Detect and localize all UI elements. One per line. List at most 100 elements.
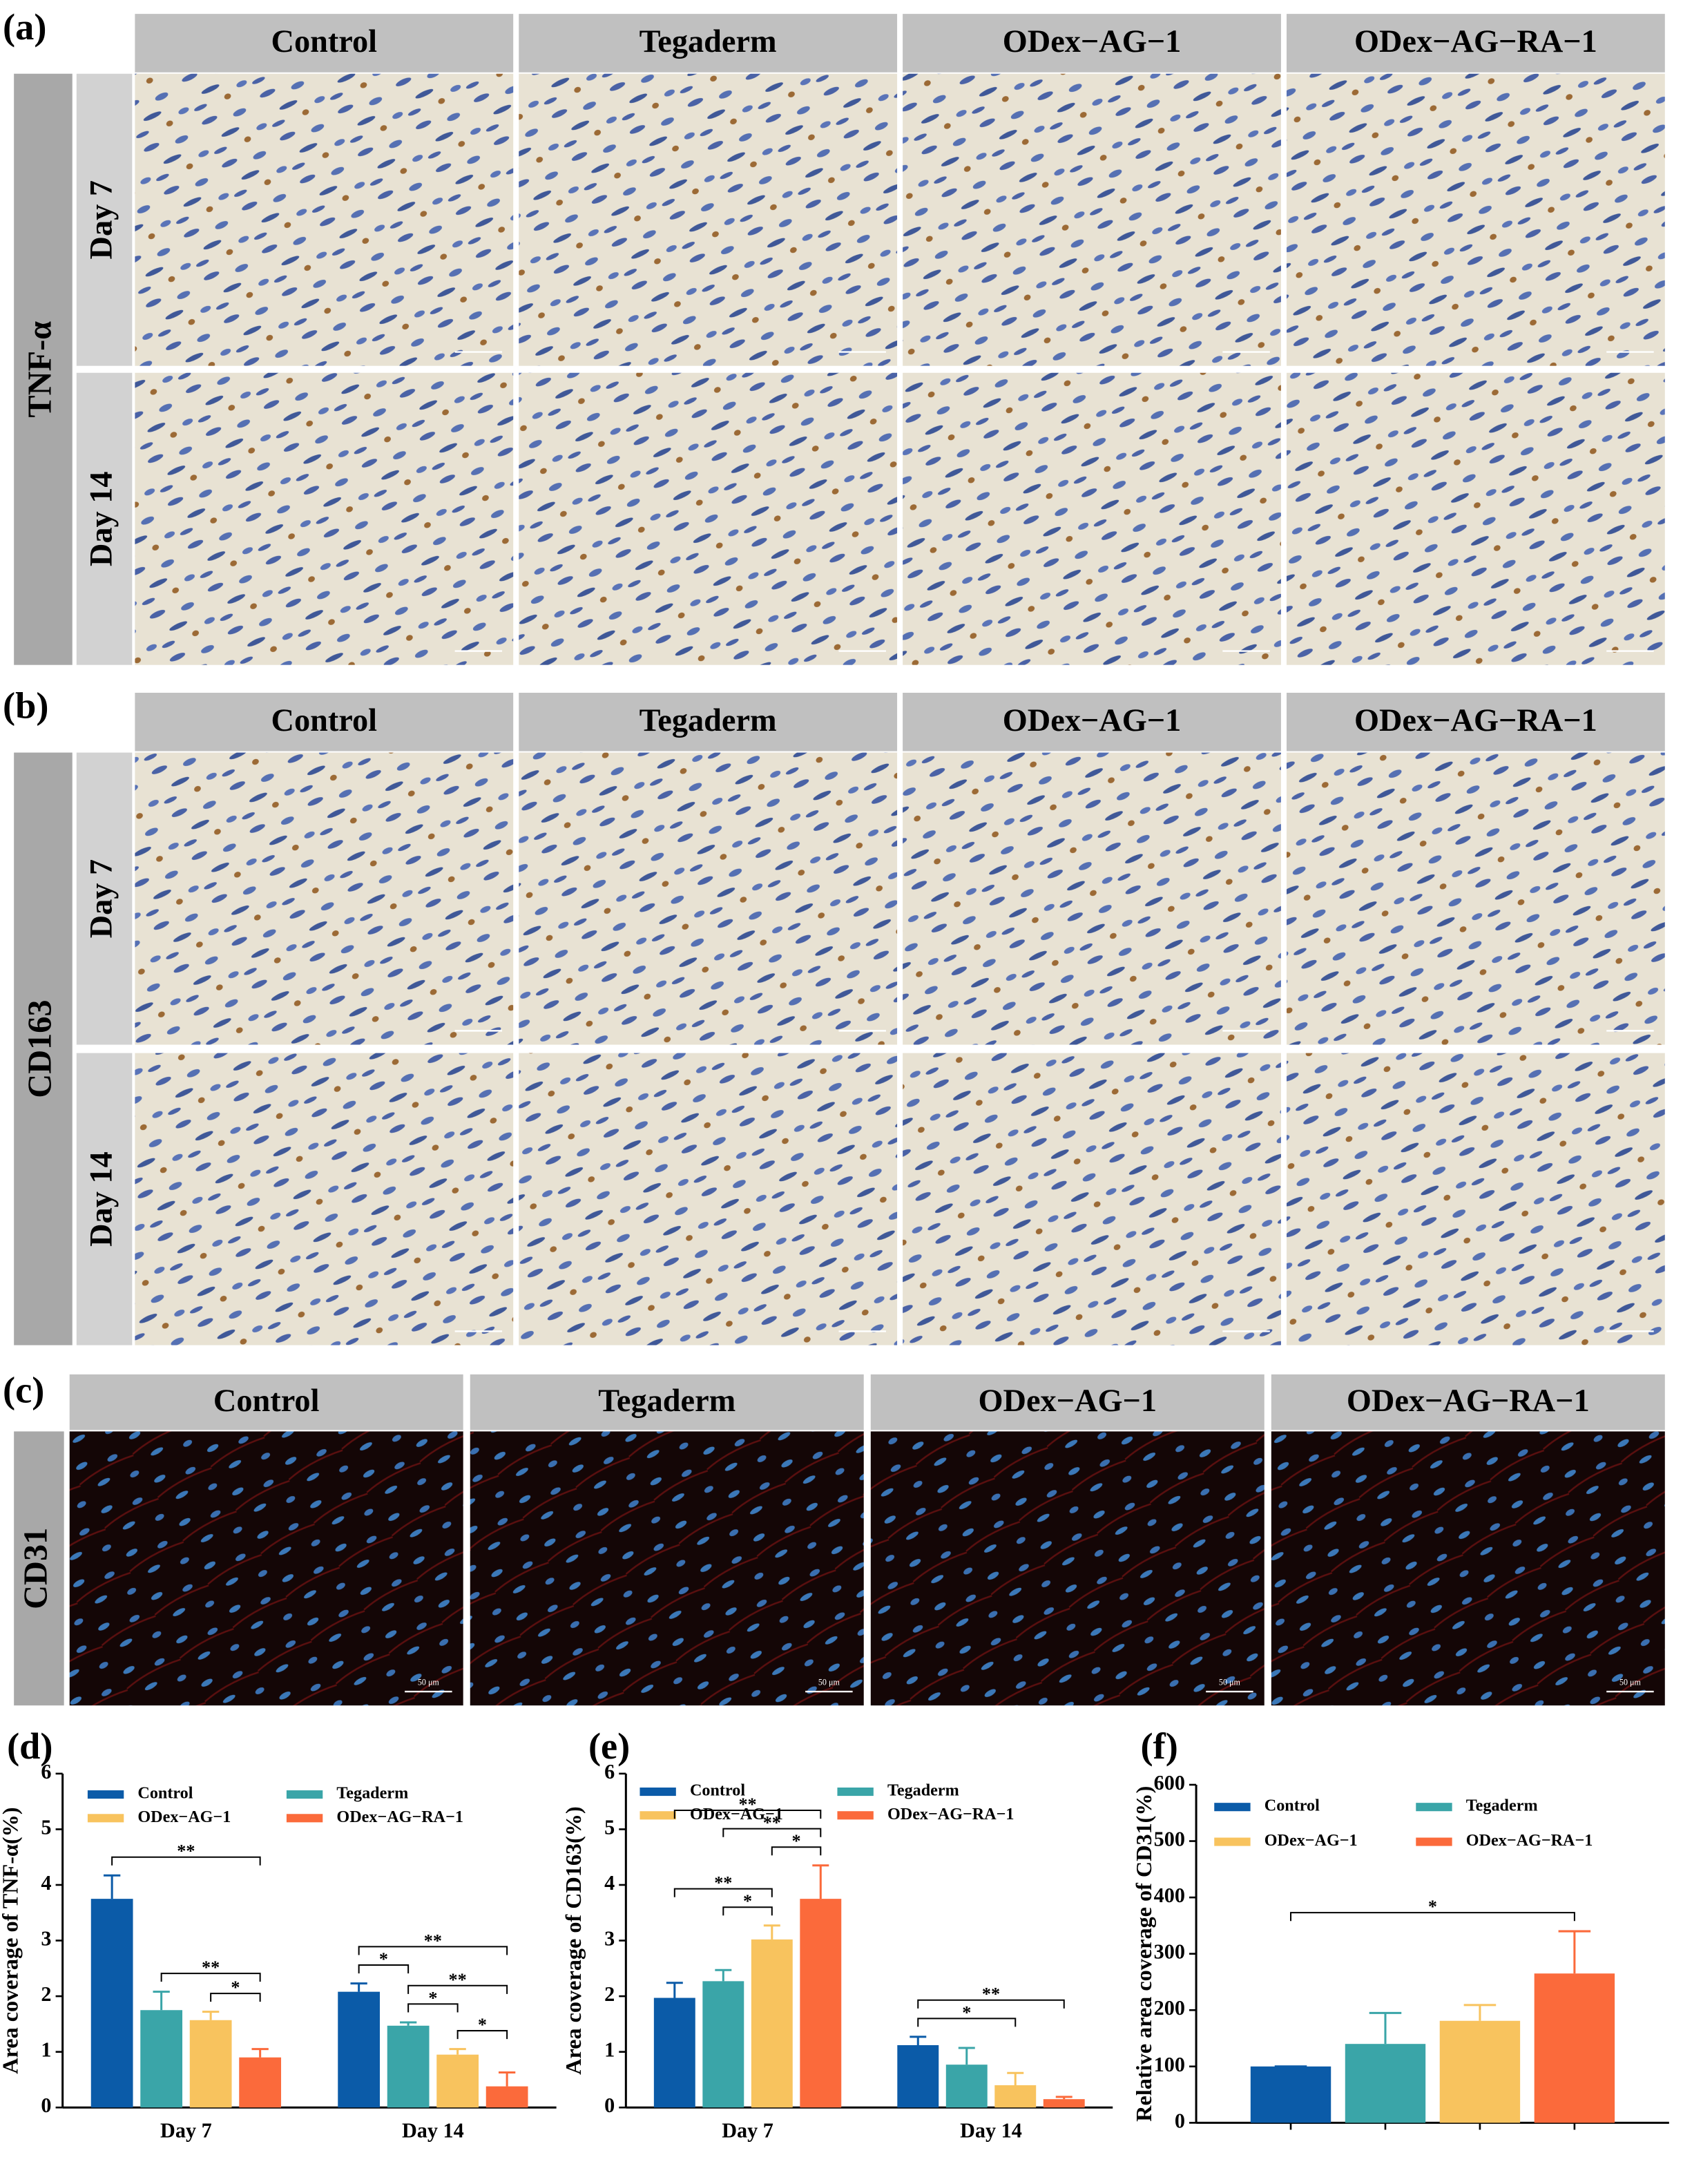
panel-label: (c) — [3, 1370, 44, 1411]
significance-bracket — [407, 1984, 508, 1994]
x-tick-label: Day 14 — [960, 2118, 1022, 2142]
bar — [140, 2010, 183, 2108]
panel-label: (a) — [3, 6, 46, 48]
column-label: Tegaderm — [598, 1383, 735, 1419]
significance-bracket — [456, 2030, 508, 2040]
legend-swatch — [1214, 1803, 1251, 1812]
column-header — [519, 692, 898, 751]
y-tick-label: 5 — [41, 1815, 51, 1839]
micrograph — [69, 1431, 463, 1706]
micrograph — [519, 1053, 898, 1345]
y-tick-label: 2 — [604, 1982, 615, 2006]
significance-bracket — [358, 1964, 410, 1974]
bar — [338, 1991, 381, 2108]
legend-label: ODex−AG−1 — [1264, 1831, 1358, 1850]
column-header — [135, 14, 514, 73]
bar — [1534, 1973, 1615, 2123]
significance-label: ** — [449, 1970, 467, 1990]
column-label: Control — [213, 1383, 320, 1419]
significance-bracket — [722, 1906, 773, 1916]
column-label: ODex−AG−1 — [978, 1383, 1157, 1419]
significance-label: * — [379, 1949, 388, 1969]
column-label: Tegaderm — [639, 24, 777, 59]
legend-swatch — [286, 1790, 323, 1799]
column-label: ODex−AG−RA−1 — [1347, 1383, 1590, 1419]
legend-label: ODex−AG−RA−1 — [336, 1808, 463, 1826]
y-tick-label: 300 — [1154, 1940, 1185, 1964]
bar — [897, 2045, 939, 2108]
x-tick-label: Day 7 — [722, 2118, 773, 2142]
column-header — [1286, 14, 1665, 73]
bar — [436, 2054, 479, 2108]
y-tick-label: 600 — [1154, 1771, 1185, 1794]
micrograph — [135, 73, 514, 366]
y-tick-label: 100 — [1154, 2053, 1185, 2076]
significance-bracket — [673, 1810, 822, 1819]
significance-label: ** — [763, 1813, 781, 1833]
y-axis-label: Area coverage of CD163(%) — [561, 1806, 586, 2075]
significance-label: * — [428, 1988, 437, 2008]
column-header — [69, 1374, 463, 1430]
bar — [239, 2057, 282, 2108]
column-header — [903, 14, 1281, 73]
micrograph — [903, 372, 1281, 665]
micrograph — [903, 752, 1281, 1045]
panel-label: (b) — [3, 685, 48, 727]
column-label: ODex−AG−1 — [1003, 24, 1182, 59]
column-header — [870, 1374, 1264, 1430]
bar — [945, 2065, 988, 2108]
micrograph — [1286, 73, 1665, 366]
micrograph — [135, 372, 514, 665]
bar — [485, 2086, 528, 2108]
bar — [90, 1899, 133, 2108]
bar — [1345, 2044, 1426, 2123]
significance-label: * — [962, 2002, 971, 2022]
significance-bracket — [407, 2003, 459, 2013]
y-tick-label: 500 — [1154, 1827, 1185, 1850]
column-header — [470, 1374, 864, 1430]
significance-bracket — [917, 2018, 1017, 2027]
column-label: ODex−AG−1 — [1003, 703, 1182, 738]
marker-label: TNF-α — [22, 321, 59, 418]
bar — [800, 1899, 842, 2108]
scale-bar-label: 50 μm — [818, 1678, 840, 1687]
significance-bracket — [358, 1946, 508, 1955]
marker-bar — [14, 73, 73, 665]
y-tick-label: 3 — [41, 1926, 51, 1950]
micrograph — [1271, 1431, 1665, 1706]
marker-label: CD163 — [22, 999, 59, 1098]
column-header — [135, 692, 514, 751]
significance-bracket — [111, 1856, 261, 1866]
chart-label: (d) — [7, 1725, 52, 1767]
micrograph — [1286, 372, 1665, 665]
legend-label: Tegaderm — [1466, 1797, 1538, 1815]
x-tick-label: Day 14 — [402, 2118, 464, 2142]
marker-label: CD31 — [18, 1528, 55, 1609]
significance-label: * — [743, 1891, 752, 1911]
column-header — [1271, 1374, 1665, 1430]
legend-label: ODex−AG−RA−1 — [887, 1805, 1014, 1823]
significance-bracket — [673, 1888, 773, 1897]
significance-bracket — [917, 1999, 1065, 2009]
column-header — [1286, 692, 1665, 751]
significance-label: * — [478, 2015, 487, 2035]
significance-label: * — [791, 1831, 800, 1851]
y-axis-label: Area coverage of TNF-α(%) — [0, 1807, 23, 2073]
y-tick-label: 1 — [41, 2038, 51, 2062]
micrograph — [135, 1053, 514, 1345]
bar — [189, 2020, 232, 2108]
micrograph — [903, 1053, 1281, 1345]
legend-label: ODex−AG−1 — [690, 1805, 783, 1823]
column-label: Control — [271, 24, 378, 59]
bar — [387, 2025, 430, 2108]
legend-swatch — [286, 1814, 323, 1823]
significance-label: ** — [424, 1931, 442, 1951]
micrograph — [1286, 752, 1665, 1045]
micrograph — [470, 1431, 864, 1706]
x-tick-label: Day 7 — [160, 2118, 212, 2142]
legend-swatch — [1416, 1837, 1452, 1846]
bar — [751, 1939, 793, 2108]
y-tick-label: 6 — [604, 1760, 615, 1783]
y-tick-label: 2 — [41, 1982, 51, 2006]
